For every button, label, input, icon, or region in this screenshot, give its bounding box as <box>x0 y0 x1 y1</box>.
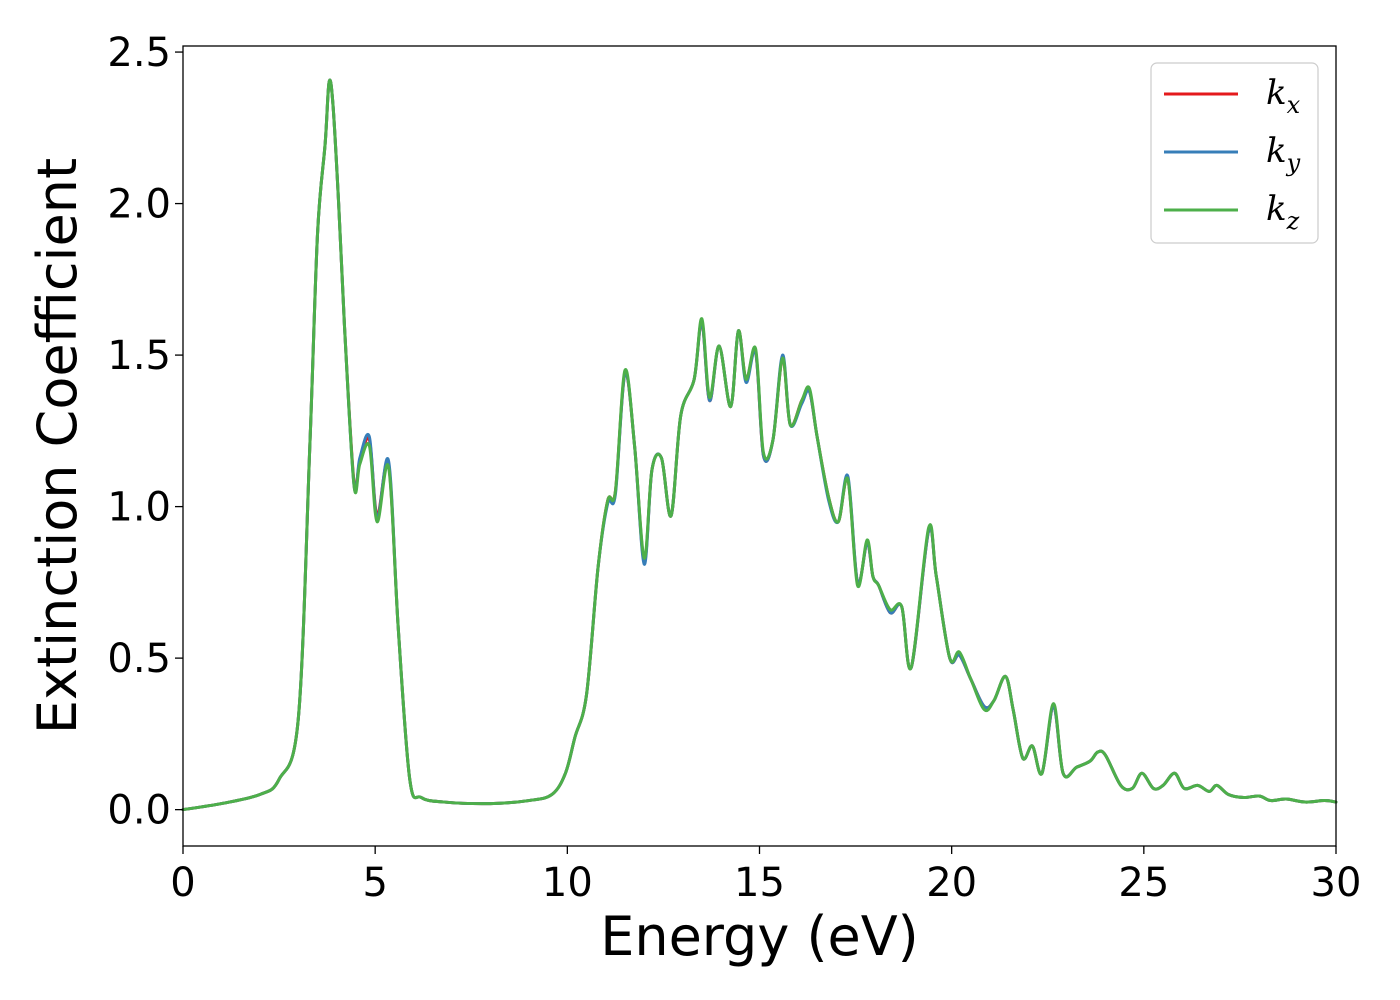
x-tick-label: 15 <box>734 860 785 906</box>
y-tick-label: 1.5 <box>107 333 171 379</box>
legend: kx ky kz <box>1150 62 1319 244</box>
x-tick-label: 20 <box>926 860 977 906</box>
legend-entries: kx ky kz <box>1164 73 1301 235</box>
x-tick-label: 10 <box>542 860 593 906</box>
x-axis-ticks: 0 5 10 15 20 25 30 <box>170 846 1361 906</box>
x-tick-label: 0 <box>170 860 195 906</box>
legend-label-z: kz <box>1266 189 1300 235</box>
y-tick-label: 0.5 <box>107 636 171 682</box>
y-tick-label: 2.5 <box>107 30 171 76</box>
series-line-z <box>181 78 1338 812</box>
y-axis-title: Extinction Coefficient <box>26 158 89 734</box>
y-tick-label: 1.0 <box>107 485 171 531</box>
legend-label-x: kx <box>1266 73 1301 119</box>
y-tick-label: 0.0 <box>107 788 171 834</box>
series-layer <box>181 78 1338 812</box>
x-tick-label: 25 <box>1118 860 1169 906</box>
x-tick-label: 30 <box>1311 860 1362 906</box>
y-tick-label: 2.0 <box>107 182 171 228</box>
legend-label-y: ky <box>1266 131 1301 177</box>
y-axis-ticks: 0.0 0.5 1.0 1.5 2.0 2.5 <box>107 30 183 834</box>
plot-area <box>183 46 1336 846</box>
x-tick-label: 5 <box>362 860 387 906</box>
x-axis-title: Energy (eV) <box>600 905 919 968</box>
